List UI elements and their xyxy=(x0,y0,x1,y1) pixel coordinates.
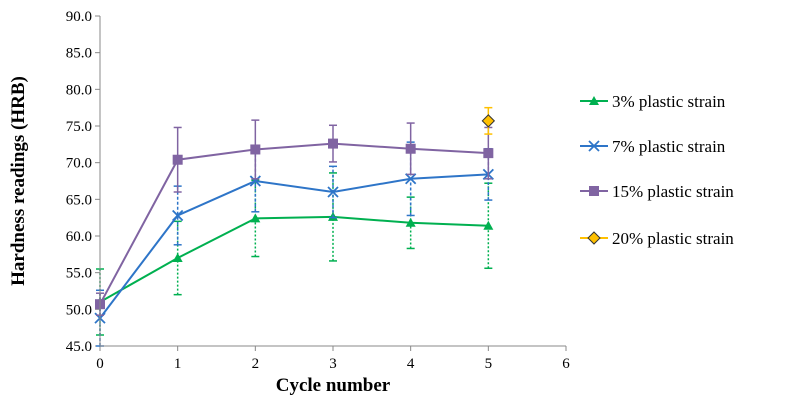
x-marker xyxy=(405,173,417,185)
x-tick-label: 3 xyxy=(329,356,337,372)
square-marker xyxy=(172,154,183,165)
y-tick-label: 70.0 xyxy=(66,156,92,172)
x-marker xyxy=(172,209,184,222)
square-marker xyxy=(328,138,338,149)
x-tick-label: 6 xyxy=(562,356,570,372)
series-4 xyxy=(481,106,496,135)
legend-item: 15% plastic strain xyxy=(580,182,734,201)
y-tick-label: 55.0 xyxy=(66,266,92,282)
x-axis-title: Cycle number xyxy=(276,375,391,396)
x-tick-label: 4 xyxy=(407,356,415,372)
diamond-marker xyxy=(587,231,601,245)
x-marker-stroke xyxy=(327,186,339,198)
x-marker-stroke xyxy=(249,175,261,187)
y-tick-label: 45.0 xyxy=(66,339,92,355)
legend: 3% plastic strain 7% plastic strain 15% pl… xyxy=(580,92,734,248)
x-marker-stroke xyxy=(588,140,600,152)
series-3 xyxy=(95,119,494,316)
triangle-marker xyxy=(483,220,494,230)
triangle-marker xyxy=(172,253,183,262)
series-line xyxy=(99,173,489,319)
x-marker-stroke xyxy=(405,173,417,185)
legend-label: 3% plastic strain xyxy=(612,92,726,111)
series-layer xyxy=(94,106,496,347)
x-tick-label: 1 xyxy=(174,356,182,372)
x-marker-stroke xyxy=(172,209,184,222)
y-tick-label: 90.0 xyxy=(66,9,92,25)
x-marker xyxy=(327,186,339,198)
legend-label: 15% plastic strain xyxy=(612,182,734,201)
y-tick-label: 75.0 xyxy=(66,119,92,135)
triangle-marker xyxy=(589,96,599,105)
y-tick-label: 85.0 xyxy=(66,46,92,62)
y-axis-ticks: 45.0 50.0 55.0 60.0 65.0 70.0 75.0 80.0 85.0 90.0 xyxy=(66,9,100,355)
y-tick-label: 50.0 xyxy=(66,302,92,318)
square-marker xyxy=(405,143,416,154)
square-marker xyxy=(483,148,494,159)
x-tick-label: 2 xyxy=(252,356,260,372)
series-line xyxy=(99,142,489,305)
diamond-marker xyxy=(481,114,496,128)
square-marker xyxy=(250,144,261,155)
x-marker xyxy=(249,175,261,187)
triangle-marker xyxy=(250,213,261,223)
legend-item: 7% plastic strain xyxy=(580,137,726,156)
legend-item: 20% plastic strain xyxy=(580,229,734,248)
y-tick-label: 80.0 xyxy=(66,82,92,98)
x-axis-ticks: 0 1 2 3 4 5 6 xyxy=(96,346,570,372)
legend-label: 20% plastic strain xyxy=(612,229,734,248)
legend-label: 7% plastic strain xyxy=(612,137,726,156)
x-tick-label: 0 xyxy=(96,356,104,372)
x-marker xyxy=(588,140,600,152)
legend-item: 3% plastic strain xyxy=(580,92,726,111)
triangle-marker xyxy=(405,217,416,227)
square-marker xyxy=(589,186,599,196)
y-axis-title: Hardness readings (HRB) xyxy=(8,76,29,286)
y-tick-label: 65.0 xyxy=(66,192,92,208)
x-tick-label: 5 xyxy=(485,356,493,372)
series-line xyxy=(99,215,489,303)
y-tick-label: 60.0 xyxy=(66,229,92,245)
